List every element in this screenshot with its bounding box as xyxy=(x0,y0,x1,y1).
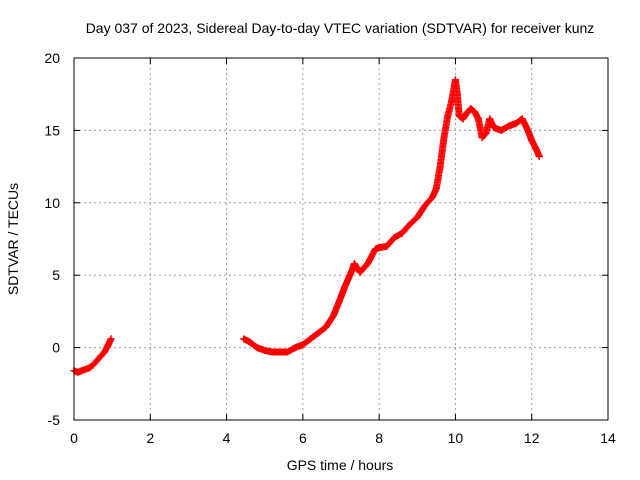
data-point xyxy=(528,137,536,145)
data-point xyxy=(245,338,253,346)
data-point xyxy=(406,221,414,229)
data-point xyxy=(490,124,498,132)
y-tick-label: -5 xyxy=(48,412,61,428)
data-point xyxy=(451,76,459,84)
data-point xyxy=(240,335,248,343)
data-point xyxy=(356,268,364,276)
data-point xyxy=(497,126,505,134)
data-point xyxy=(467,105,475,113)
y-tick-label: 0 xyxy=(52,340,60,356)
data-point xyxy=(383,242,391,250)
y-tick-label: 20 xyxy=(44,50,60,66)
y-tick-label: 15 xyxy=(44,122,60,138)
data-point xyxy=(337,293,345,301)
x-tick-label: 2 xyxy=(146,430,154,446)
axis-ticks: 0 2 4 6 8 10 12 14 -5 0 5 10 15 20 xyxy=(44,50,616,446)
data-point xyxy=(471,108,478,116)
data-point xyxy=(512,119,520,127)
data-point xyxy=(413,213,421,221)
grid-lines xyxy=(74,58,608,420)
data-point xyxy=(74,368,82,376)
x-tick-label: 0 xyxy=(70,430,78,446)
data-point xyxy=(455,112,463,120)
data-point xyxy=(364,260,372,268)
data-point xyxy=(440,134,448,142)
data-point xyxy=(299,341,307,349)
data-point xyxy=(314,329,322,337)
x-tick-label: 6 xyxy=(299,430,307,446)
x-tick-label: 12 xyxy=(524,430,540,446)
data-point xyxy=(345,274,353,282)
data-point xyxy=(463,109,471,117)
x-axis-label: GPS time / hours xyxy=(287,457,394,473)
data-point xyxy=(421,202,429,210)
data-point xyxy=(453,90,461,98)
data-point xyxy=(104,341,112,349)
data-point xyxy=(276,348,284,356)
data-point xyxy=(459,115,467,123)
data-point xyxy=(253,344,261,352)
data-point xyxy=(429,193,437,201)
x-tick-label: 10 xyxy=(448,430,464,446)
y-tick-label: 5 xyxy=(52,267,60,283)
data-point xyxy=(322,323,330,331)
data-point xyxy=(478,134,486,142)
data-point xyxy=(107,335,115,343)
data-point xyxy=(375,244,383,252)
data-point xyxy=(535,152,543,160)
data-point xyxy=(444,112,452,120)
x-tick-label: 8 xyxy=(375,430,383,446)
data-point xyxy=(524,126,532,134)
data-point xyxy=(306,335,314,343)
data-point xyxy=(482,129,490,137)
data-series xyxy=(70,76,543,376)
data-point xyxy=(390,234,398,242)
data-point xyxy=(268,348,276,356)
x-tick-label: 14 xyxy=(600,430,616,446)
data-point xyxy=(371,245,379,253)
series-2 xyxy=(240,76,543,356)
data-point xyxy=(261,346,269,354)
y-tick-label: 10 xyxy=(44,195,60,211)
x-tick-label: 4 xyxy=(223,430,231,446)
data-point xyxy=(291,344,299,352)
data-point xyxy=(398,229,406,237)
data-point xyxy=(518,115,526,123)
data-point xyxy=(78,367,86,375)
data-point xyxy=(348,265,356,273)
chart-title: Day 037 of 2023, Sidereal Day-to-day VTE… xyxy=(86,20,595,36)
plot-border xyxy=(73,57,609,421)
data-point xyxy=(329,312,337,320)
data-point xyxy=(436,163,444,171)
data-point xyxy=(474,115,482,123)
data-point xyxy=(89,361,97,369)
data-point xyxy=(432,184,440,192)
data-point xyxy=(85,364,93,372)
data-point xyxy=(284,348,292,356)
data-point xyxy=(486,115,494,123)
data-point xyxy=(350,260,358,268)
data-point xyxy=(97,352,105,360)
data-point xyxy=(101,348,109,356)
data-point xyxy=(341,283,349,291)
y-axis-label: SDTVAR / TECUs xyxy=(5,183,21,295)
data-point xyxy=(532,144,540,152)
data-point xyxy=(93,357,101,365)
data-point xyxy=(448,97,456,105)
data-point xyxy=(505,122,513,130)
data-point xyxy=(81,365,89,373)
